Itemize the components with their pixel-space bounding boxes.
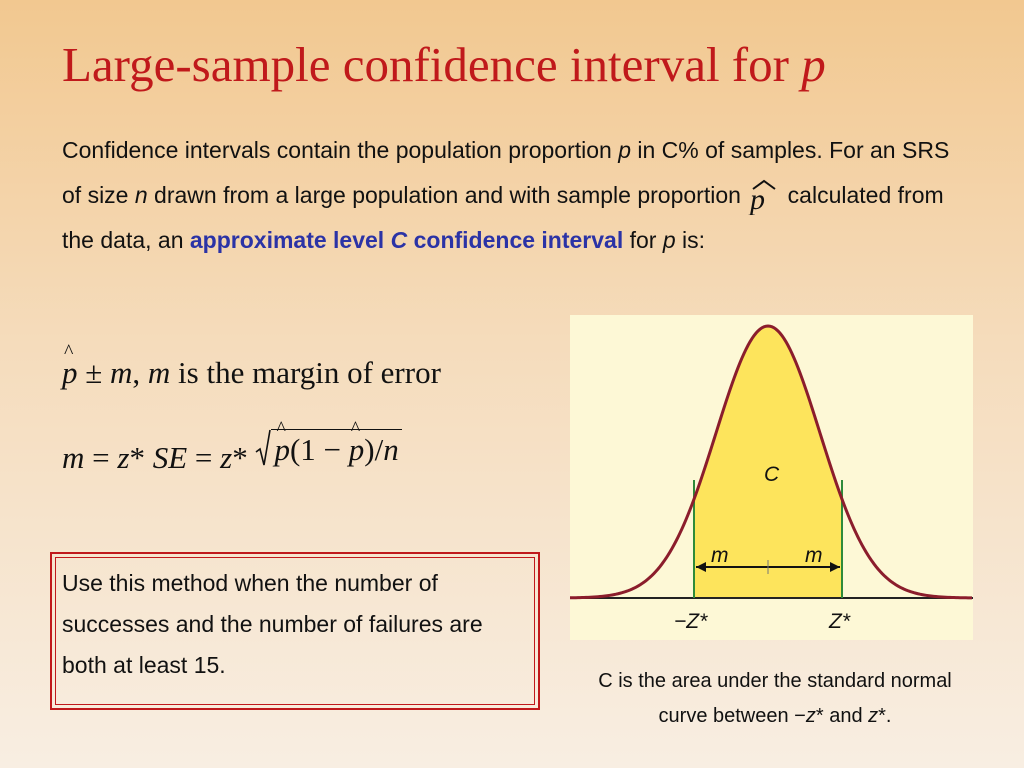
intro-text-1: Confidence intervals contain the populat… [62, 137, 619, 163]
slide-title: Large-sample confidence interval for p [62, 36, 826, 93]
shaded-area-c [694, 326, 842, 598]
intro-paragraph: Confidence intervals contain the populat… [62, 128, 962, 263]
f1-m-2: m [147, 355, 171, 390]
formula-margin: m = z* SE = z* p(1 − p)/n [62, 418, 402, 476]
intro-text-5: for [623, 227, 663, 253]
intro-var-p-2: p [662, 227, 676, 253]
margin-label-right: m [805, 544, 823, 567]
caption-text-2: * and [815, 705, 869, 727]
f1-p-hat: p [62, 341, 78, 391]
square-root: p(1 − p)/n [255, 418, 402, 468]
f2-open-paren: (1 − [289, 432, 349, 467]
f2-p-hat-1: p [274, 418, 290, 468]
figure-caption: C is the area under the standard normal … [575, 664, 975, 734]
f2-equals-2: = [187, 440, 221, 475]
f2-p-hat-2: p [349, 418, 365, 468]
intro-var-n: n [134, 182, 148, 208]
margin-label-left: m [711, 544, 729, 567]
f2-m: m [62, 440, 85, 475]
intro-highlight-var: C [390, 227, 408, 253]
normal-curve-svg [570, 324, 973, 600]
caption-var-z-2: z [868, 705, 879, 727]
f2-close-paren: )/ [364, 432, 384, 467]
f2-z-2: z [220, 440, 233, 475]
f1-description: is the margin of error [170, 355, 441, 390]
intro-text-6: is: [675, 227, 706, 253]
neg-z-label: −Z* [674, 610, 708, 633]
intro-text-4: calculated from the data, an [62, 182, 944, 253]
title-text: Large-sample confidence interval for [62, 37, 802, 92]
intro-var-p: p [618, 137, 631, 163]
f1-comma: , [132, 355, 148, 390]
f2-z-1: z [117, 440, 130, 475]
f2-star-2: * [232, 440, 256, 475]
f2-n: n [383, 432, 399, 467]
radical-icon [255, 429, 272, 466]
normal-curve-figure: C m m −Z* Z* [570, 315, 973, 640]
formula-estimate: p ± m, m is the margin of error [62, 341, 441, 391]
note-box-inner-border [55, 557, 535, 705]
f2-star-1: * [129, 440, 153, 475]
note-box [50, 552, 540, 710]
f1-m: m [110, 355, 133, 390]
caption-text-3: *. [878, 705, 892, 727]
margin-arrow-right-head [830, 562, 840, 572]
caption-text-1: C is the area under the standard normal … [598, 670, 952, 727]
intro-text-2: in C% of samples. For an SRS of size [62, 137, 950, 208]
note-text: Use this method when the number of succe… [62, 570, 483, 678]
pos-z-label: Z* [829, 610, 850, 633]
area-label-c: C [764, 463, 780, 486]
intro-text-3: drawn from a large population and with s… [147, 182, 748, 208]
p-hat-symbol-icon: p [747, 179, 781, 215]
f1-plus-minus: ± [77, 355, 111, 390]
intro-highlight-1: approximate level [189, 227, 391, 253]
title-variable: p [801, 37, 826, 92]
f2-equals-1: = [84, 440, 118, 475]
caption-var-z-1: z [805, 705, 816, 727]
intro-highlight-2: confidence interval [407, 227, 624, 253]
bell-curve [570, 324, 973, 600]
svg-text:p: p [748, 183, 765, 215]
margin-arrow-left-head [696, 562, 706, 572]
f2-se: SE [152, 440, 188, 475]
